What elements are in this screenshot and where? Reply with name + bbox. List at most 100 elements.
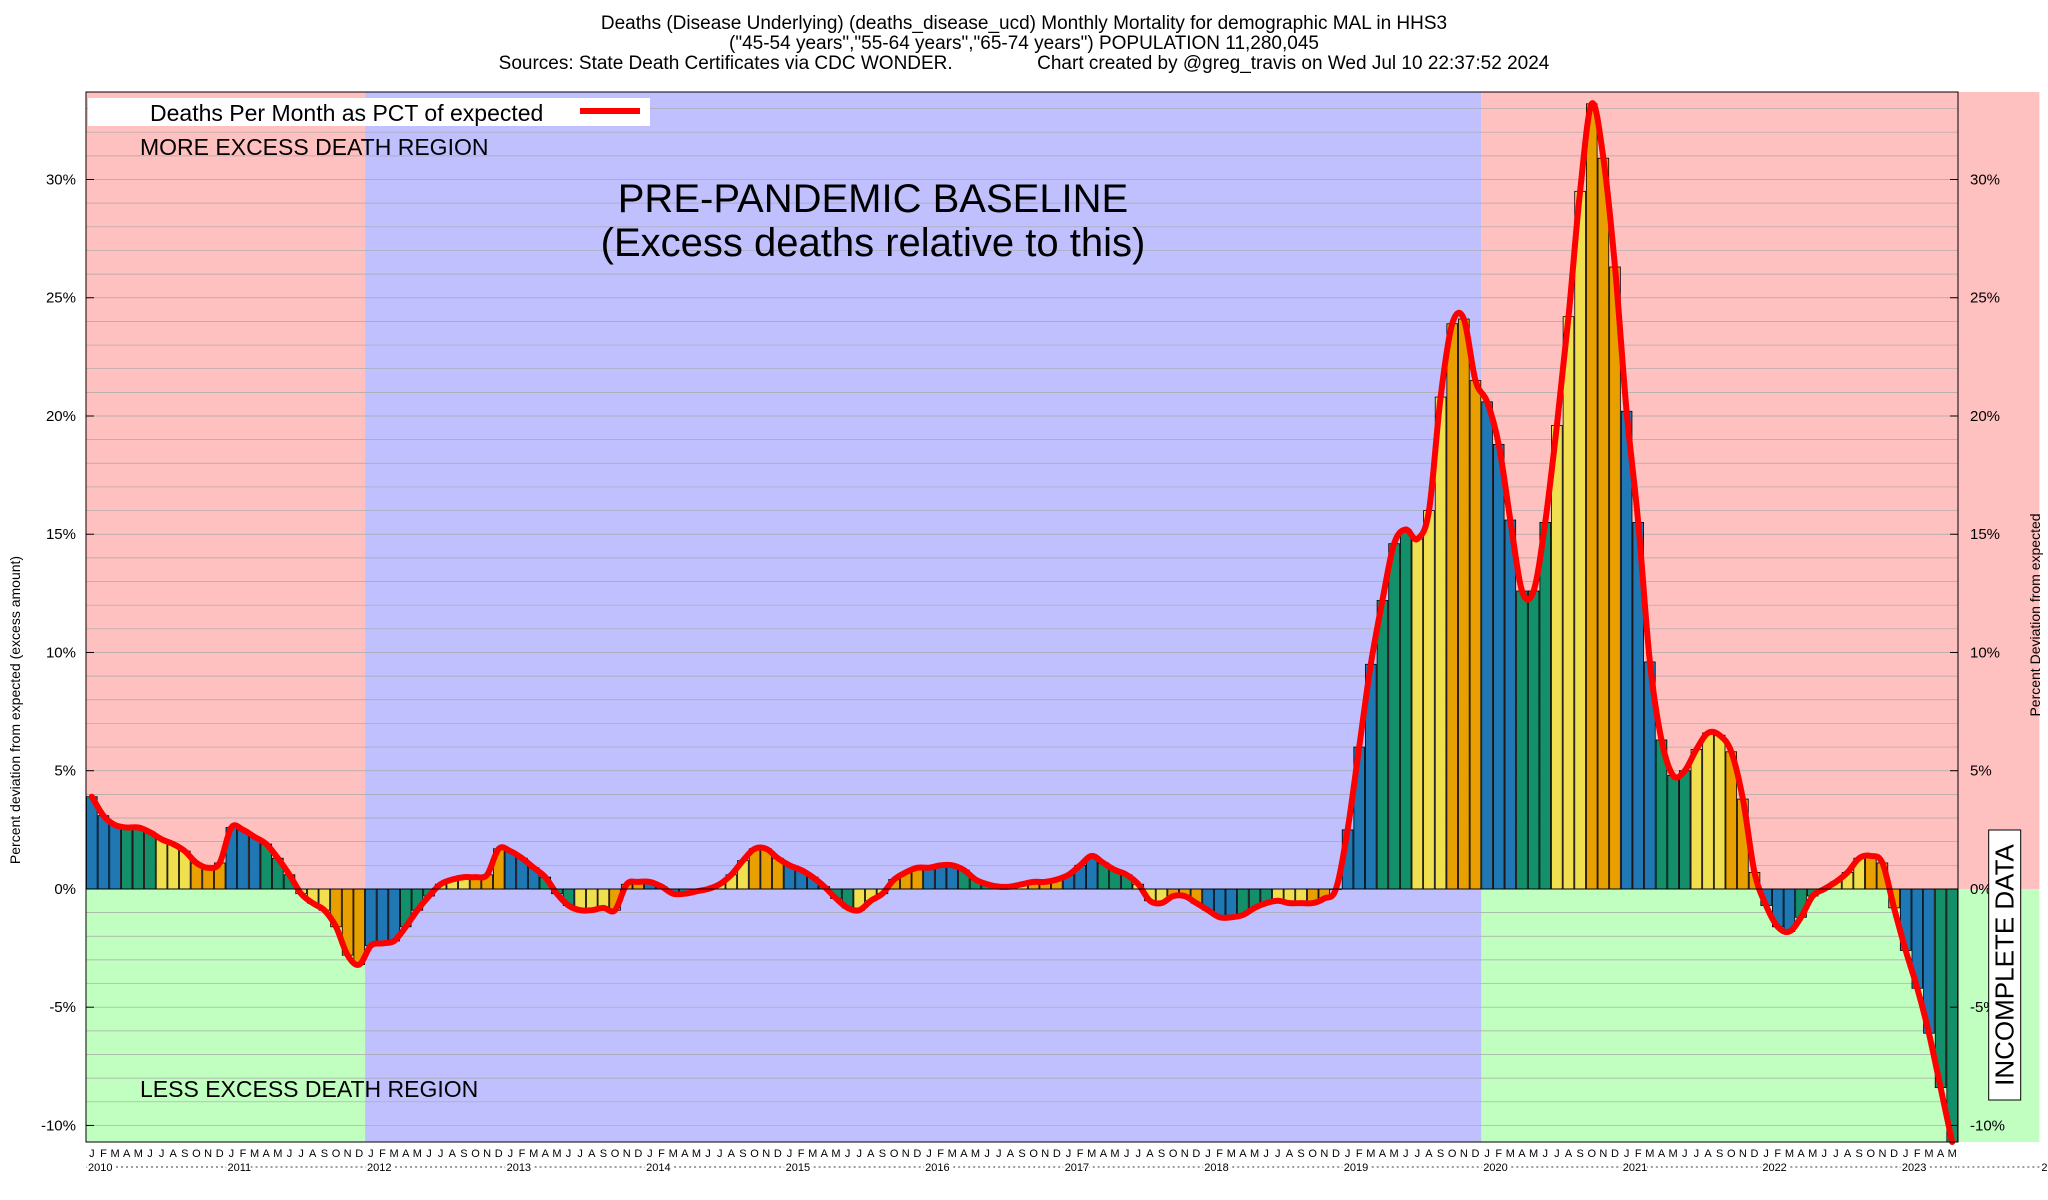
- x-tick-label: O: [1448, 1148, 1457, 1160]
- x-tick-label: N: [344, 1148, 352, 1160]
- x-tick-label: M: [1669, 1148, 1678, 1160]
- x-tick-label: D: [1053, 1148, 1061, 1160]
- y-tick-label-left: 0%: [54, 881, 76, 898]
- x-year-label: 2010: [88, 1162, 112, 1174]
- y-tick-label-right: -10%: [1970, 1117, 2005, 1134]
- x-tick-label: J: [229, 1148, 235, 1160]
- bar: [365, 888, 377, 947]
- x-tick-label: J: [996, 1148, 1002, 1160]
- x-tick-label: N: [1181, 1148, 1189, 1160]
- y-tick-label-right: 15%: [1970, 526, 2000, 543]
- x-tick-label: O: [332, 1148, 341, 1160]
- x-tick-label: M: [390, 1148, 399, 1160]
- bar: [1539, 522, 1551, 890]
- bar: [1679, 770, 1691, 890]
- x-tick-label: J: [1345, 1148, 1351, 1160]
- baseline-label-line-2: (Excess deaths relative to this): [601, 221, 1146, 265]
- x-tick-label: A: [1797, 1148, 1805, 1160]
- y-tick-label-left: 15%: [46, 526, 76, 543]
- x-tick-label: A: [1518, 1148, 1526, 1160]
- legend-label: Deaths Per Month as PCT of expected: [150, 100, 543, 126]
- x-tick-label: A: [542, 1148, 550, 1160]
- x-tick-label: D: [1332, 1148, 1340, 1160]
- y-tick-label-left: -5%: [49, 999, 76, 1016]
- x-tick-label: S: [1158, 1148, 1165, 1160]
- bar: [120, 827, 133, 890]
- bar: [1667, 775, 1679, 890]
- x-tick-label: A: [1286, 1148, 1294, 1160]
- incomplete-data-label: INCOMPLETE DATA: [1988, 829, 2022, 1101]
- x-tick-label: J: [368, 1148, 374, 1160]
- x-year-label: 2024: [2041, 1162, 2048, 1174]
- x-tick-label: A: [1565, 1148, 1573, 1160]
- x-tick-label: F: [1635, 1148, 1642, 1160]
- y-tick-label-right: 30%: [1970, 172, 2000, 189]
- x-tick-label: J: [1275, 1148, 1281, 1160]
- x-tick-label: D: [774, 1148, 782, 1160]
- x-tick-label: M: [692, 1148, 701, 1160]
- title-line-1: Deaths (Disease Underlying) (deaths_dise…: [601, 13, 1447, 34]
- x-tick-label: F: [798, 1148, 805, 1160]
- x-tick-label: N: [1041, 1148, 1049, 1160]
- x-tick-label: M: [273, 1148, 282, 1160]
- x-tick-label: N: [483, 1148, 491, 1160]
- x-tick-label: A: [1704, 1148, 1712, 1160]
- x-tick-label: M: [1948, 1148, 1957, 1160]
- x-tick-label: D: [1751, 1148, 1759, 1160]
- x-tick-label: N: [204, 1148, 212, 1160]
- x-tick-label: A: [588, 1148, 596, 1160]
- x-tick-label: A: [1239, 1148, 1247, 1160]
- x-tick-label: S: [1576, 1148, 1583, 1160]
- x-tick-label: J: [1403, 1148, 1409, 1160]
- x-tick-label: F: [1077, 1148, 1084, 1160]
- x-tick-label: J: [1554, 1148, 1560, 1160]
- bar: [1434, 396, 1447, 890]
- x-tick-label: S: [1297, 1148, 1304, 1160]
- bar: [1609, 266, 1621, 890]
- bar: [1388, 543, 1400, 890]
- x-tick-label: F: [240, 1148, 247, 1160]
- x-tick-label: F: [1356, 1148, 1363, 1160]
- x-tick-label: D: [495, 1148, 503, 1160]
- y-tick-label-right: 20%: [1970, 408, 2000, 425]
- x-tick-label: S: [181, 1148, 188, 1160]
- y-tick-label-right: 5%: [1970, 763, 1992, 780]
- x-tick-label: A: [1007, 1148, 1015, 1160]
- x-tick-label: S: [739, 1148, 746, 1160]
- x-tick-label: M: [1110, 1148, 1119, 1160]
- bar: [1446, 323, 1458, 890]
- x-tick-label: M: [413, 1148, 422, 1160]
- y-tick-label-left: -10%: [41, 1117, 76, 1134]
- region-backgrounds: [86, 92, 2040, 1142]
- bar: [1469, 380, 1482, 890]
- x-tick-label: M: [808, 1148, 817, 1160]
- bar: [1527, 590, 1540, 890]
- x-tick-label: J: [1822, 1148, 1828, 1160]
- x-year-label: 2014: [646, 1162, 670, 1174]
- x-tick-label: N: [1739, 1148, 1747, 1160]
- x-year-label: 2022: [1762, 1162, 1786, 1174]
- y-tick-label-right: 10%: [1970, 644, 2000, 661]
- legend-box: [88, 98, 650, 126]
- x-tick-label: S: [321, 1148, 328, 1160]
- bar: [1225, 888, 1238, 918]
- x-tick-label: J: [1624, 1148, 1630, 1160]
- x-tick-label: J: [89, 1148, 95, 1160]
- x-tick-label: J: [1263, 1148, 1269, 1160]
- x-year-label: 2018: [1204, 1162, 1228, 1174]
- x-tick-label: A: [1100, 1148, 1108, 1160]
- x-tick-label: F: [1216, 1148, 1223, 1160]
- x-tick-label: F: [100, 1148, 107, 1160]
- x-tick-label: J: [1484, 1148, 1490, 1160]
- bar: [1597, 157, 1610, 890]
- x-tick-label: A: [1379, 1148, 1387, 1160]
- x-tick-label: J: [1833, 1148, 1839, 1160]
- bar: [1411, 538, 1424, 890]
- bar: [1713, 734, 1726, 890]
- bar: [1399, 529, 1412, 890]
- bar: [504, 850, 517, 890]
- x-tick-label: J: [705, 1148, 711, 1160]
- x-tick-label: J: [438, 1148, 444, 1160]
- x-tick-label: S: [1437, 1148, 1444, 1160]
